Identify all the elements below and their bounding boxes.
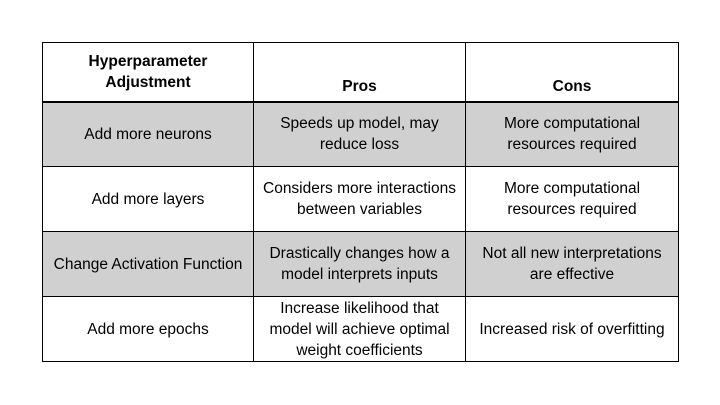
cell-cons: Increased risk of overfitting: [465, 296, 679, 362]
header-pros: Pros: [253, 42, 466, 102]
table-row: Add more layers Considers more interacti…: [42, 166, 679, 232]
table-row: Change Activation Function Drastically c…: [42, 231, 679, 297]
table-row: Add more epochs Increase likelihood that…: [42, 296, 679, 362]
cell-cons: More computational resources required: [465, 101, 679, 167]
header-cons: Cons: [465, 42, 679, 102]
cell-adjustment: Add more epochs: [42, 296, 254, 362]
cell-pros: Drastically changes how a model interpre…: [253, 231, 466, 297]
cell-adjustment: Add more neurons: [42, 101, 254, 167]
cell-pros: Speeds up model, may reduce loss: [253, 101, 466, 167]
cell-adjustment: Add more layers: [42, 166, 254, 232]
cell-cons: Not all new interpretations are effectiv…: [465, 231, 679, 297]
header-hyperparameter-adjustment: Hyperparameter Adjustment: [42, 42, 254, 102]
header-row: Hyperparameter Adjustment Pros Cons: [42, 42, 679, 102]
hyperparameter-table: Hyperparameter Adjustment Pros Cons Add …: [42, 42, 679, 362]
cell-adjustment: Change Activation Function: [42, 231, 254, 297]
cell-pros: Considers more interactions between vari…: [253, 166, 466, 232]
cell-pros: Increase likelihood that model will achi…: [253, 296, 466, 362]
table-row: Add more neurons Speeds up model, may re…: [42, 101, 679, 167]
cell-cons: More computational resources required: [465, 166, 679, 232]
